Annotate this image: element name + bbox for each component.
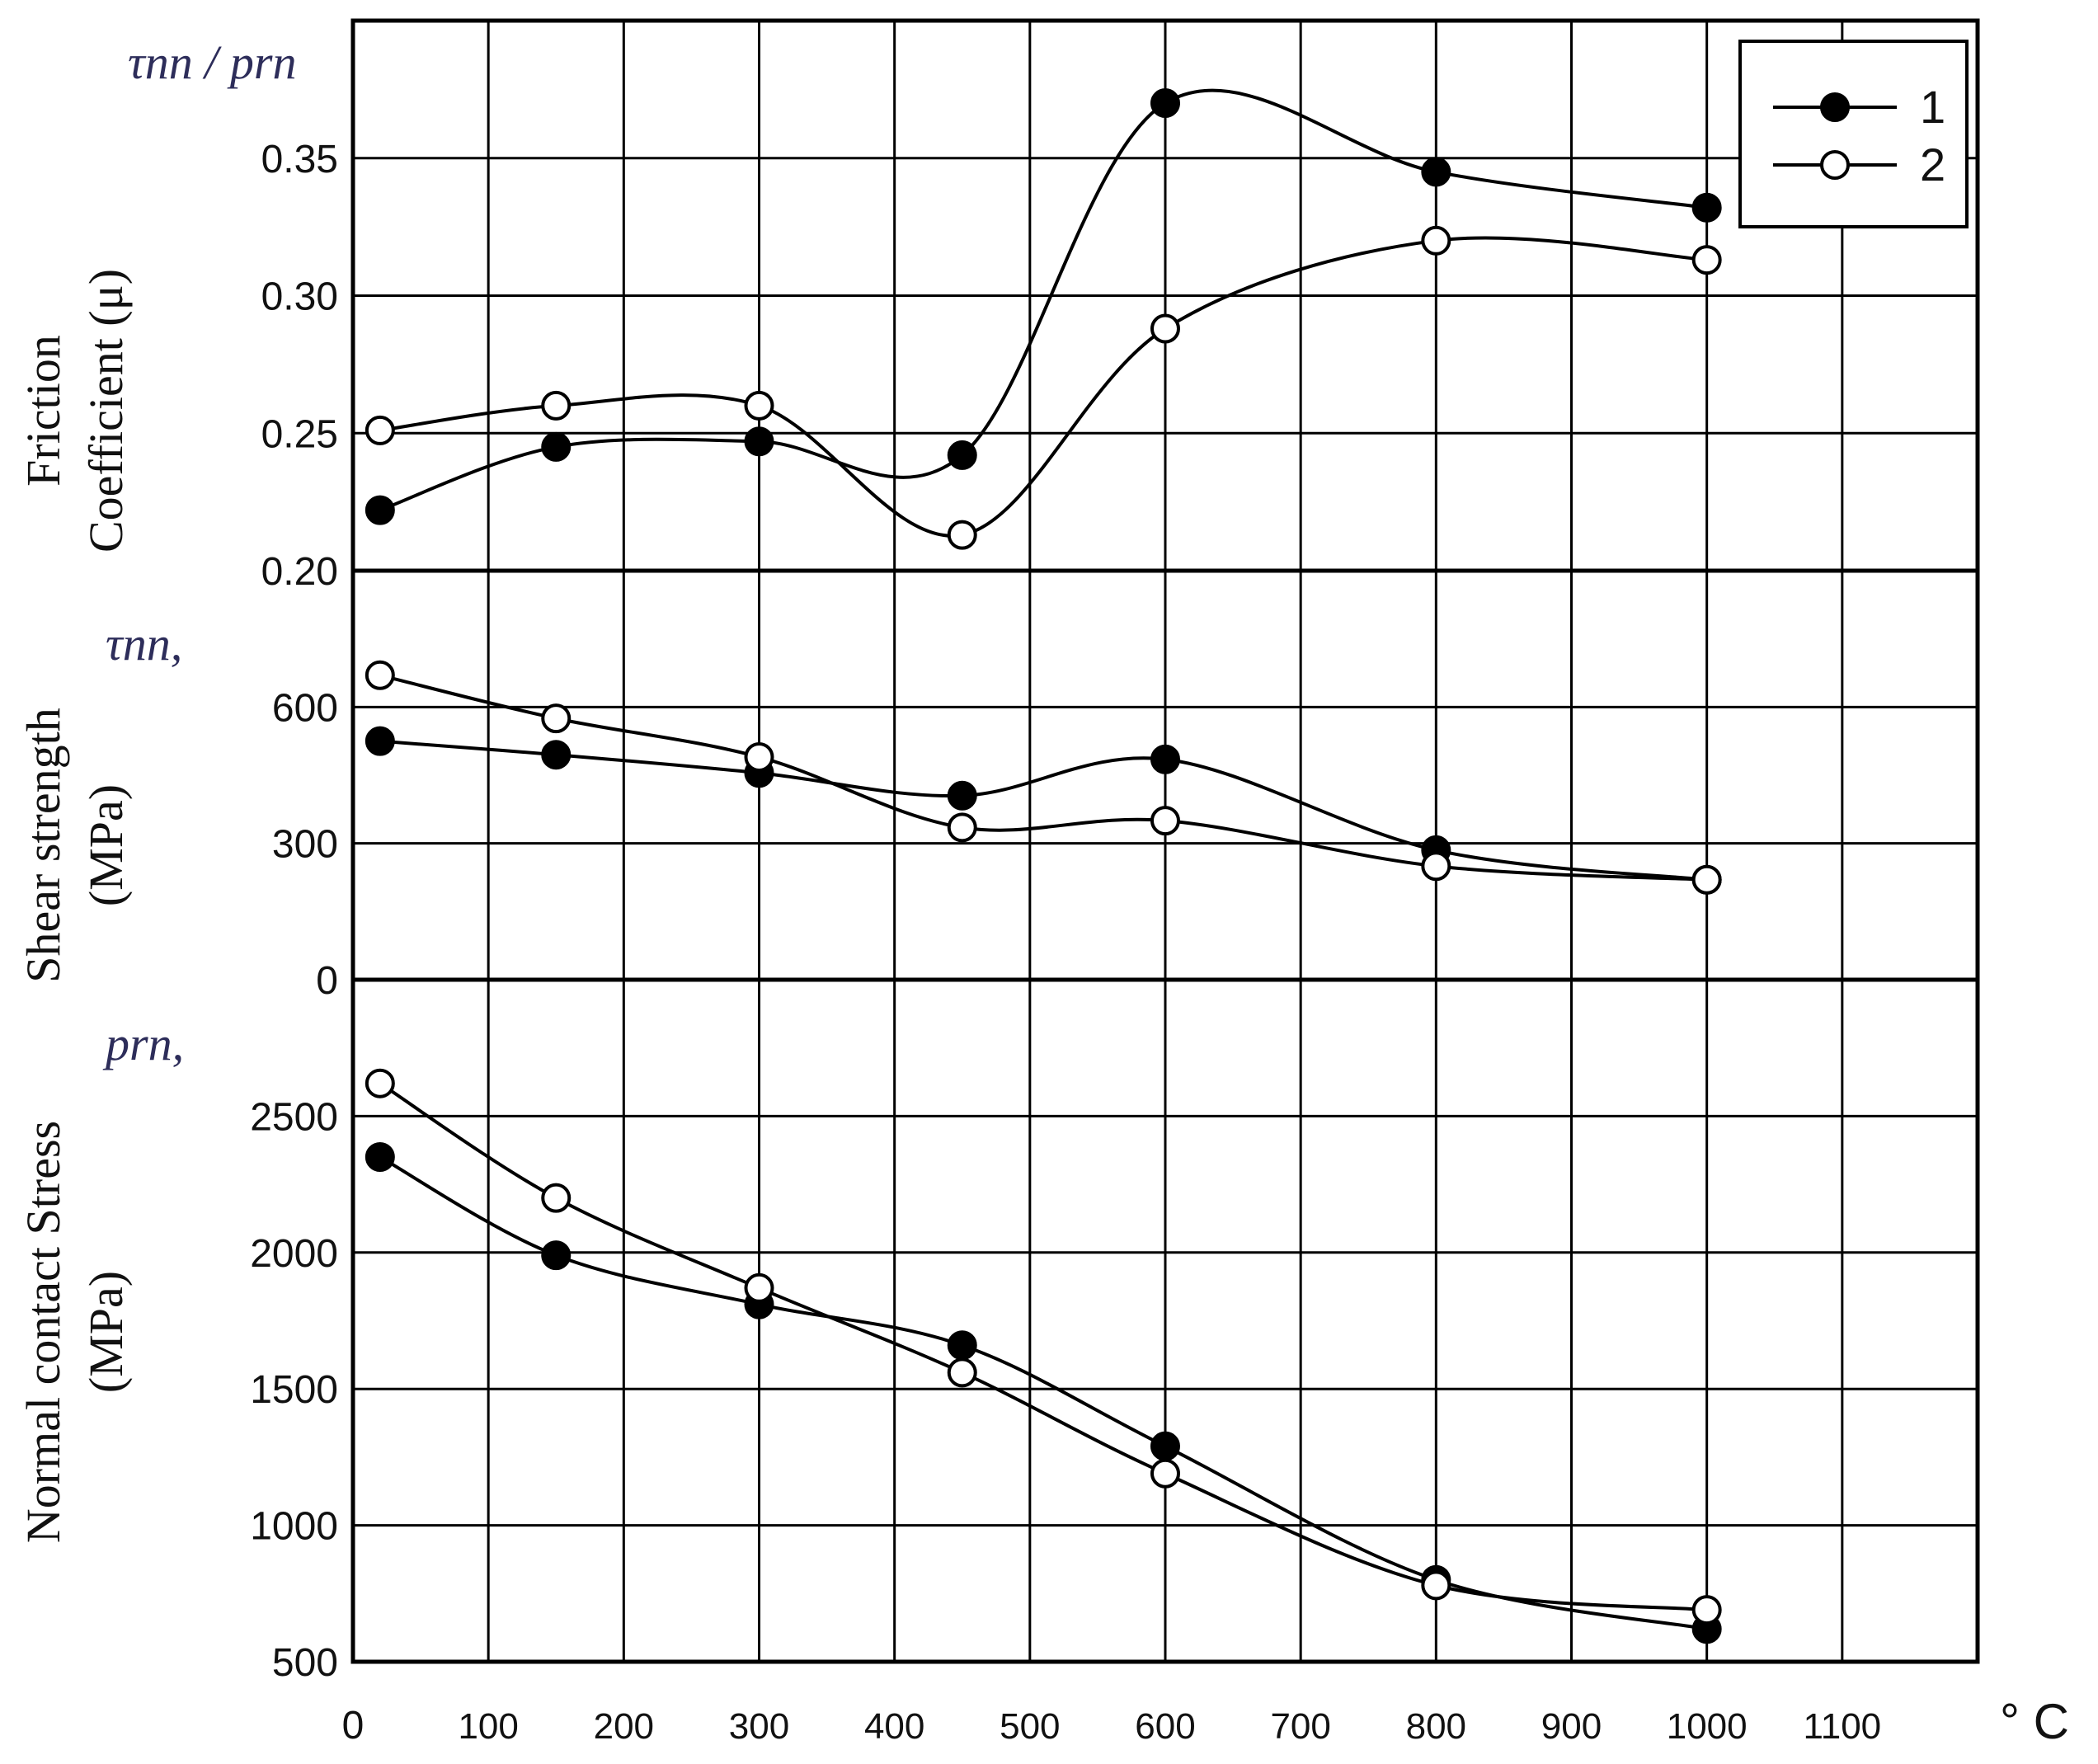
shear-ylabel-line2: (MPa) — [79, 784, 133, 906]
friction-series-2-point — [541, 390, 572, 421]
normal-series-2-point — [1150, 1458, 1180, 1489]
shear-series-2-point — [541, 703, 572, 734]
normal-symbol: prn, — [102, 1017, 184, 1070]
friction-series-2-point — [947, 520, 977, 550]
x-tick-label: 1000 — [1667, 1706, 1748, 1747]
shear-y-tick-label: 600 — [272, 686, 338, 730]
legend-label-1: 1 — [1920, 81, 1945, 133]
x-unit-label: ° C — [2000, 1694, 2069, 1749]
shear-y-tick-label: 0 — [316, 959, 338, 1003]
shear-y-tick-label: 300 — [272, 823, 338, 867]
x-tick-label: 400 — [864, 1706, 924, 1747]
shear-ylabel-line1: Shear strength — [16, 708, 70, 982]
shear-symbol: τnn, — [106, 617, 182, 670]
friction-y-tick-label: 0.20 — [261, 550, 338, 594]
friction-y-tick-label: 0.25 — [261, 412, 338, 456]
x-tick-label: 500 — [1000, 1706, 1060, 1747]
friction-y-tick-label: 0.30 — [261, 275, 338, 319]
normal-series-2-point — [541, 1183, 572, 1213]
shear-series-2-point — [1421, 851, 1451, 882]
legend: 1 2 — [1738, 40, 1969, 228]
friction-series-1-point — [1421, 157, 1451, 187]
x-tick-label: 900 — [1541, 1706, 1602, 1747]
friction-series-1-point — [1150, 88, 1180, 119]
normal-series-2-point — [947, 1357, 977, 1388]
normal-y-tick-label: 2500 — [250, 1095, 338, 1139]
normal-ylabel-line1: Normal contact Stress — [16, 1121, 70, 1543]
legend-marker-1 — [1820, 92, 1850, 122]
friction-series-2-point — [744, 390, 774, 421]
shear-series-2-point — [947, 812, 977, 843]
shear-series-1-point — [1150, 744, 1180, 774]
shear-series-1-point — [947, 780, 977, 811]
shear-series-1-point — [365, 726, 395, 756]
x-tick-label: 200 — [594, 1706, 654, 1747]
axis-labels: τnn / prn τnn, prn, Friction Coefficient… — [16, 35, 2069, 1749]
x-tick-label: 600 — [1135, 1706, 1195, 1747]
friction-symbol: τnn / prn — [128, 35, 296, 89]
data-series — [365, 88, 1722, 1644]
friction-series-2-point — [365, 415, 395, 445]
legend-marker-2 — [1820, 150, 1850, 180]
friction-series-2-point — [1691, 245, 1722, 275]
legend-box — [1738, 40, 1969, 228]
x-tick-label: 0 — [342, 1704, 365, 1748]
normal-y-tick-label: 1500 — [250, 1368, 338, 1412]
friction-y-tick-label: 0.35 — [261, 138, 338, 181]
friction-series-1-point — [744, 426, 774, 457]
normal-ylabel-line2: (MPa) — [79, 1271, 133, 1393]
friction-series-1-point — [947, 440, 977, 470]
shear-series-1-point — [541, 740, 572, 770]
shear-series-2-point — [365, 660, 395, 690]
x-tick-label: 100 — [458, 1706, 518, 1747]
friction-ylabel-line2: Coefficient (μ) — [79, 269, 133, 553]
friction-ylabel-line1: Friction — [16, 335, 70, 487]
x-tick-label: 1100 — [1804, 1706, 1882, 1747]
legend-label-2: 2 — [1920, 139, 1945, 191]
normal-series-1-point — [541, 1240, 572, 1271]
friction-series-1-point — [541, 431, 572, 462]
x-tick-label: 800 — [1406, 1706, 1466, 1747]
friction-series-1-point — [1691, 192, 1722, 223]
normal-series-2-point — [744, 1272, 774, 1303]
friction-series-2-point — [1421, 225, 1451, 256]
normal-y-tick-label: 1000 — [250, 1505, 338, 1549]
normal-series-2-point — [1691, 1595, 1722, 1625]
friction-series-1-point — [365, 495, 395, 525]
normal-y-tick-label: 2000 — [250, 1232, 338, 1276]
shear-series-2-point — [1691, 864, 1722, 895]
tick-labels: 0 100 200 300 400 500 600 700 800 900 1000 1100 0.20… — [250, 138, 1881, 1748]
shear-series-2-point — [1150, 806, 1180, 836]
normal-series-1-point — [947, 1330, 977, 1361]
normal-series-2-point — [365, 1068, 395, 1098]
normal-series-2-point — [1421, 1570, 1451, 1601]
normal-series-1-point — [365, 1142, 395, 1173]
normal-series-1-point — [1150, 1431, 1180, 1461]
grid-lines — [350, 18, 1980, 1664]
x-tick-label: 300 — [729, 1706, 789, 1747]
normal-y-tick-label: 500 — [272, 1641, 338, 1685]
x-tick-label: 700 — [1270, 1706, 1330, 1747]
friction-series-2-point — [1150, 313, 1180, 344]
shear-series-2-point — [744, 741, 774, 772]
